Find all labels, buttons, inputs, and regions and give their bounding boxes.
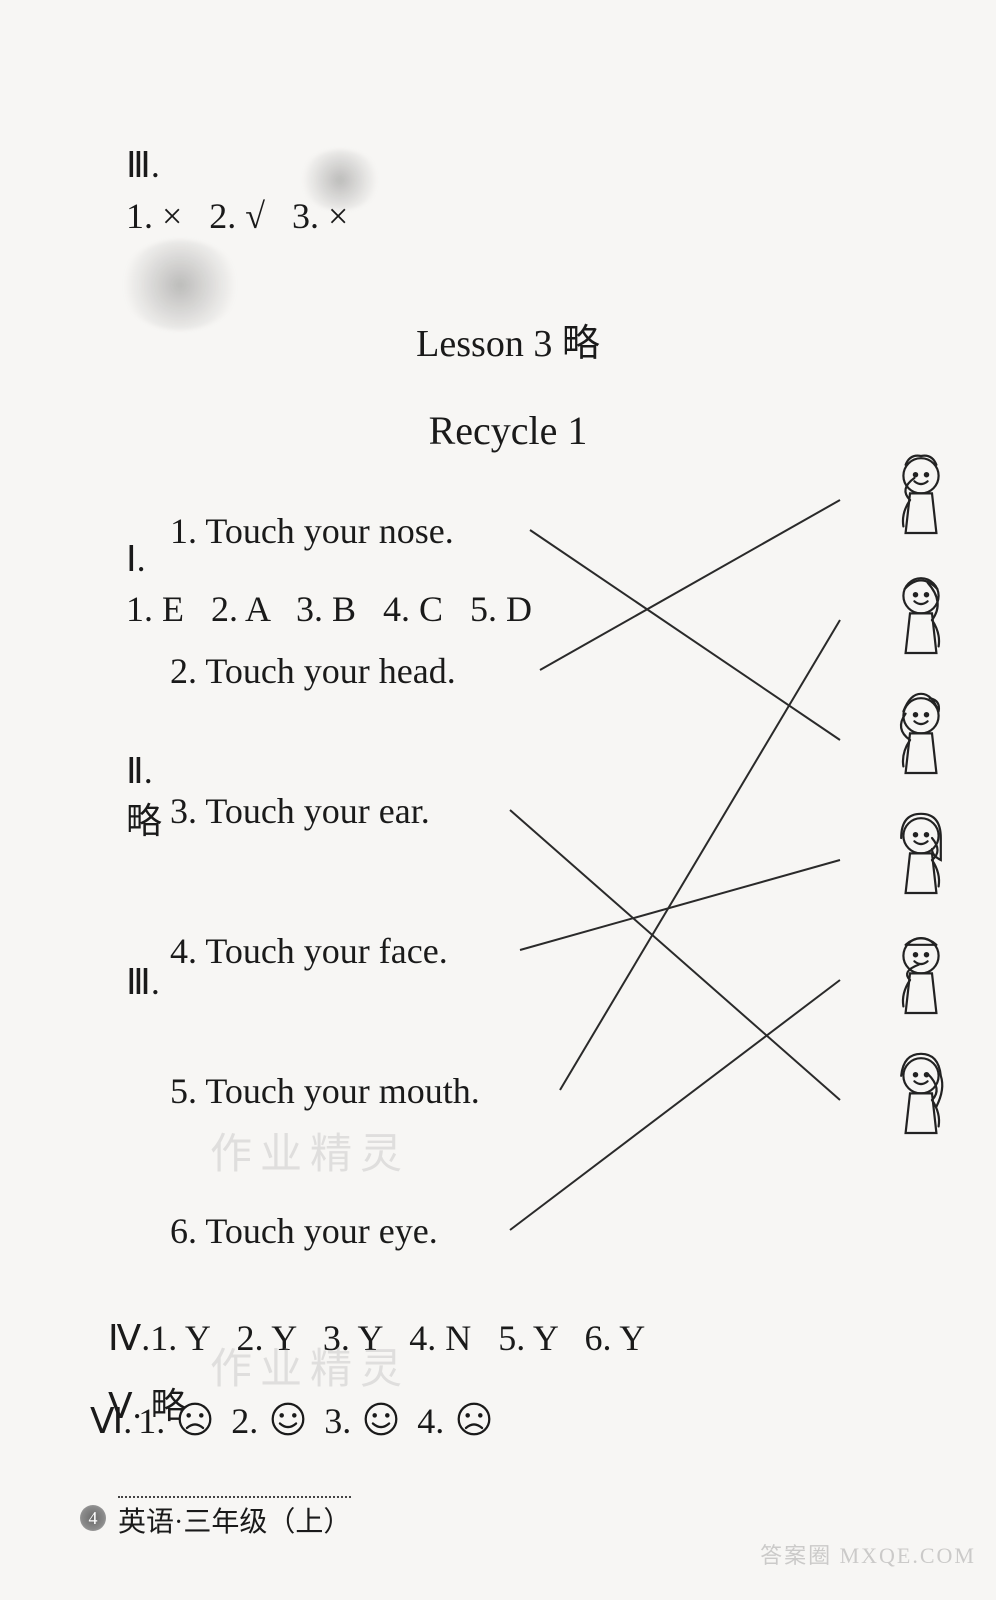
happy-face-icon (363, 1401, 399, 1437)
match-prompt: 2. Touch your head. (170, 650, 456, 692)
sad-face-icon (456, 1401, 492, 1437)
section-6-answers: Ⅵ. 1. 2. 3. 4. (90, 1400, 504, 1442)
sad-face-icon (177, 1401, 213, 1437)
roman-2: Ⅱ. (126, 751, 153, 791)
scan-smudge (300, 150, 380, 210)
match-prompt: 1. Touch your nose. (170, 510, 454, 552)
match-prompt: 6. Touch your eye. (170, 1210, 438, 1252)
omitted-text: 略 (126, 801, 162, 841)
child-illustration (876, 925, 966, 1035)
footer-label: 英语·三年级（上） (118, 1496, 351, 1540)
answers-text: 1. Y 2. Y 3. Y 4. N 5. Y 6. Y (150, 1318, 645, 1358)
child-illustration (876, 805, 966, 915)
match-prompt: 5. Touch your mouth. (170, 1070, 480, 1112)
section-title-recycle-1: Recycle 1 (90, 407, 926, 454)
s6-item-number: 2. (231, 1400, 258, 1442)
roman-6: Ⅵ. (90, 1400, 132, 1442)
child-illustration (876, 565, 966, 675)
child-illustration (876, 445, 966, 555)
match-prompt: 3. Touch your ear. (170, 790, 430, 832)
s6-item-number: 3. (324, 1400, 351, 1442)
happy-face-icon (270, 1401, 306, 1437)
child-illustration (876, 1045, 966, 1155)
child-illustration (876, 685, 966, 795)
roman-3: Ⅲ. (126, 962, 160, 1002)
page-number-badge: 4 (80, 1505, 106, 1531)
match-prompt: 4. Touch your face. (170, 930, 448, 972)
page-footer: 4 英语·三年级（上） (80, 1496, 351, 1540)
s6-item-number: 4. (417, 1400, 444, 1442)
page-number: 4 (89, 1508, 98, 1529)
roman-1: Ⅰ. (126, 539, 146, 579)
answers-text: 1. E 2. A 3. B 4. C 5. D (126, 589, 532, 629)
corner-watermark: 答案圈 MXQE.COM (760, 1538, 976, 1570)
s6-item-number: 1. (138, 1400, 165, 1442)
scan-smudge (120, 240, 240, 330)
roman-3: Ⅲ. (126, 145, 160, 185)
